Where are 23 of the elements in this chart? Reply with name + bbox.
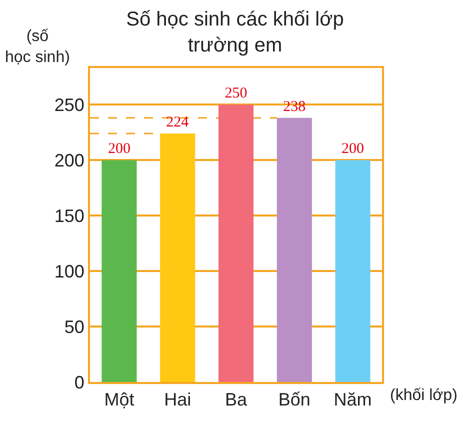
y-tick-label: 200 bbox=[54, 150, 84, 170]
data-label: 200 bbox=[108, 141, 130, 158]
bar bbox=[102, 160, 137, 382]
bar bbox=[218, 104, 254, 382]
data-label: 250 bbox=[224, 86, 248, 102]
y-tick-label: 250 bbox=[54, 94, 84, 115]
x-axis-title: (khối lớp) bbox=[390, 387, 458, 404]
bar bbox=[335, 160, 370, 382]
y-axis-title: (số học sinh) bbox=[5, 28, 70, 66]
bar bbox=[276, 118, 312, 382]
x-tick-label: Bốn bbox=[278, 390, 310, 410]
y-tick-label: 150 bbox=[54, 206, 84, 226]
x-tick-label: Năm bbox=[334, 390, 372, 410]
x-tick-label: Hai bbox=[164, 390, 192, 410]
bar bbox=[160, 133, 196, 382]
y-tick-label: 50 bbox=[64, 316, 84, 337]
x-tick-label: Ba bbox=[224, 390, 248, 410]
x-tick-label: Một bbox=[104, 390, 134, 410]
chart-title: Số học sinh các khối lớp trường em bbox=[126, 8, 344, 56]
y-tick-label: 100 bbox=[54, 261, 84, 282]
y-tick-label: 0 bbox=[74, 372, 84, 392]
data-label: 224 bbox=[166, 114, 190, 130]
data-label: 200 bbox=[342, 141, 364, 158]
